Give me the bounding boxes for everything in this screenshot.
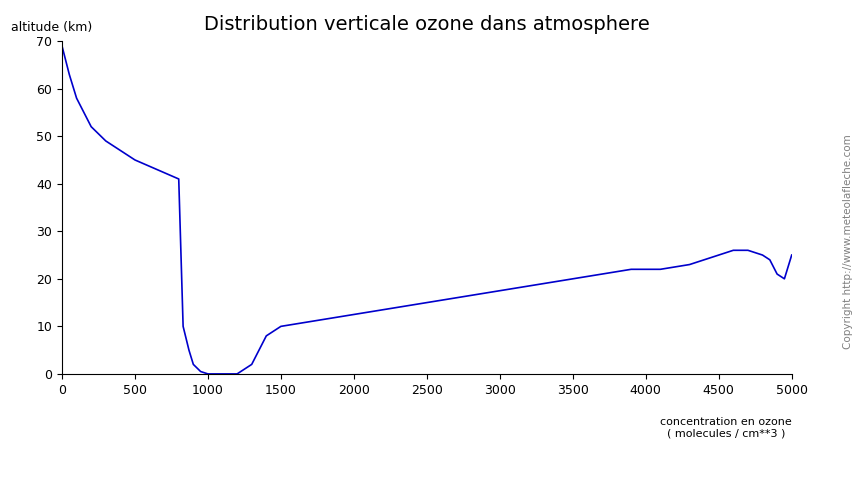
Text: concentration en ozone
( molecules / cm**3 ): concentration en ozone ( molecules / cm*… [660,417,792,439]
Text: altitude (km): altitude (km) [11,21,92,34]
Text: Copyright http://www.meteolafleche.com: Copyright http://www.meteolafleche.com [843,134,853,349]
Title: Distribution verticale ozone dans atmosphere: Distribution verticale ozone dans atmosp… [204,15,650,34]
